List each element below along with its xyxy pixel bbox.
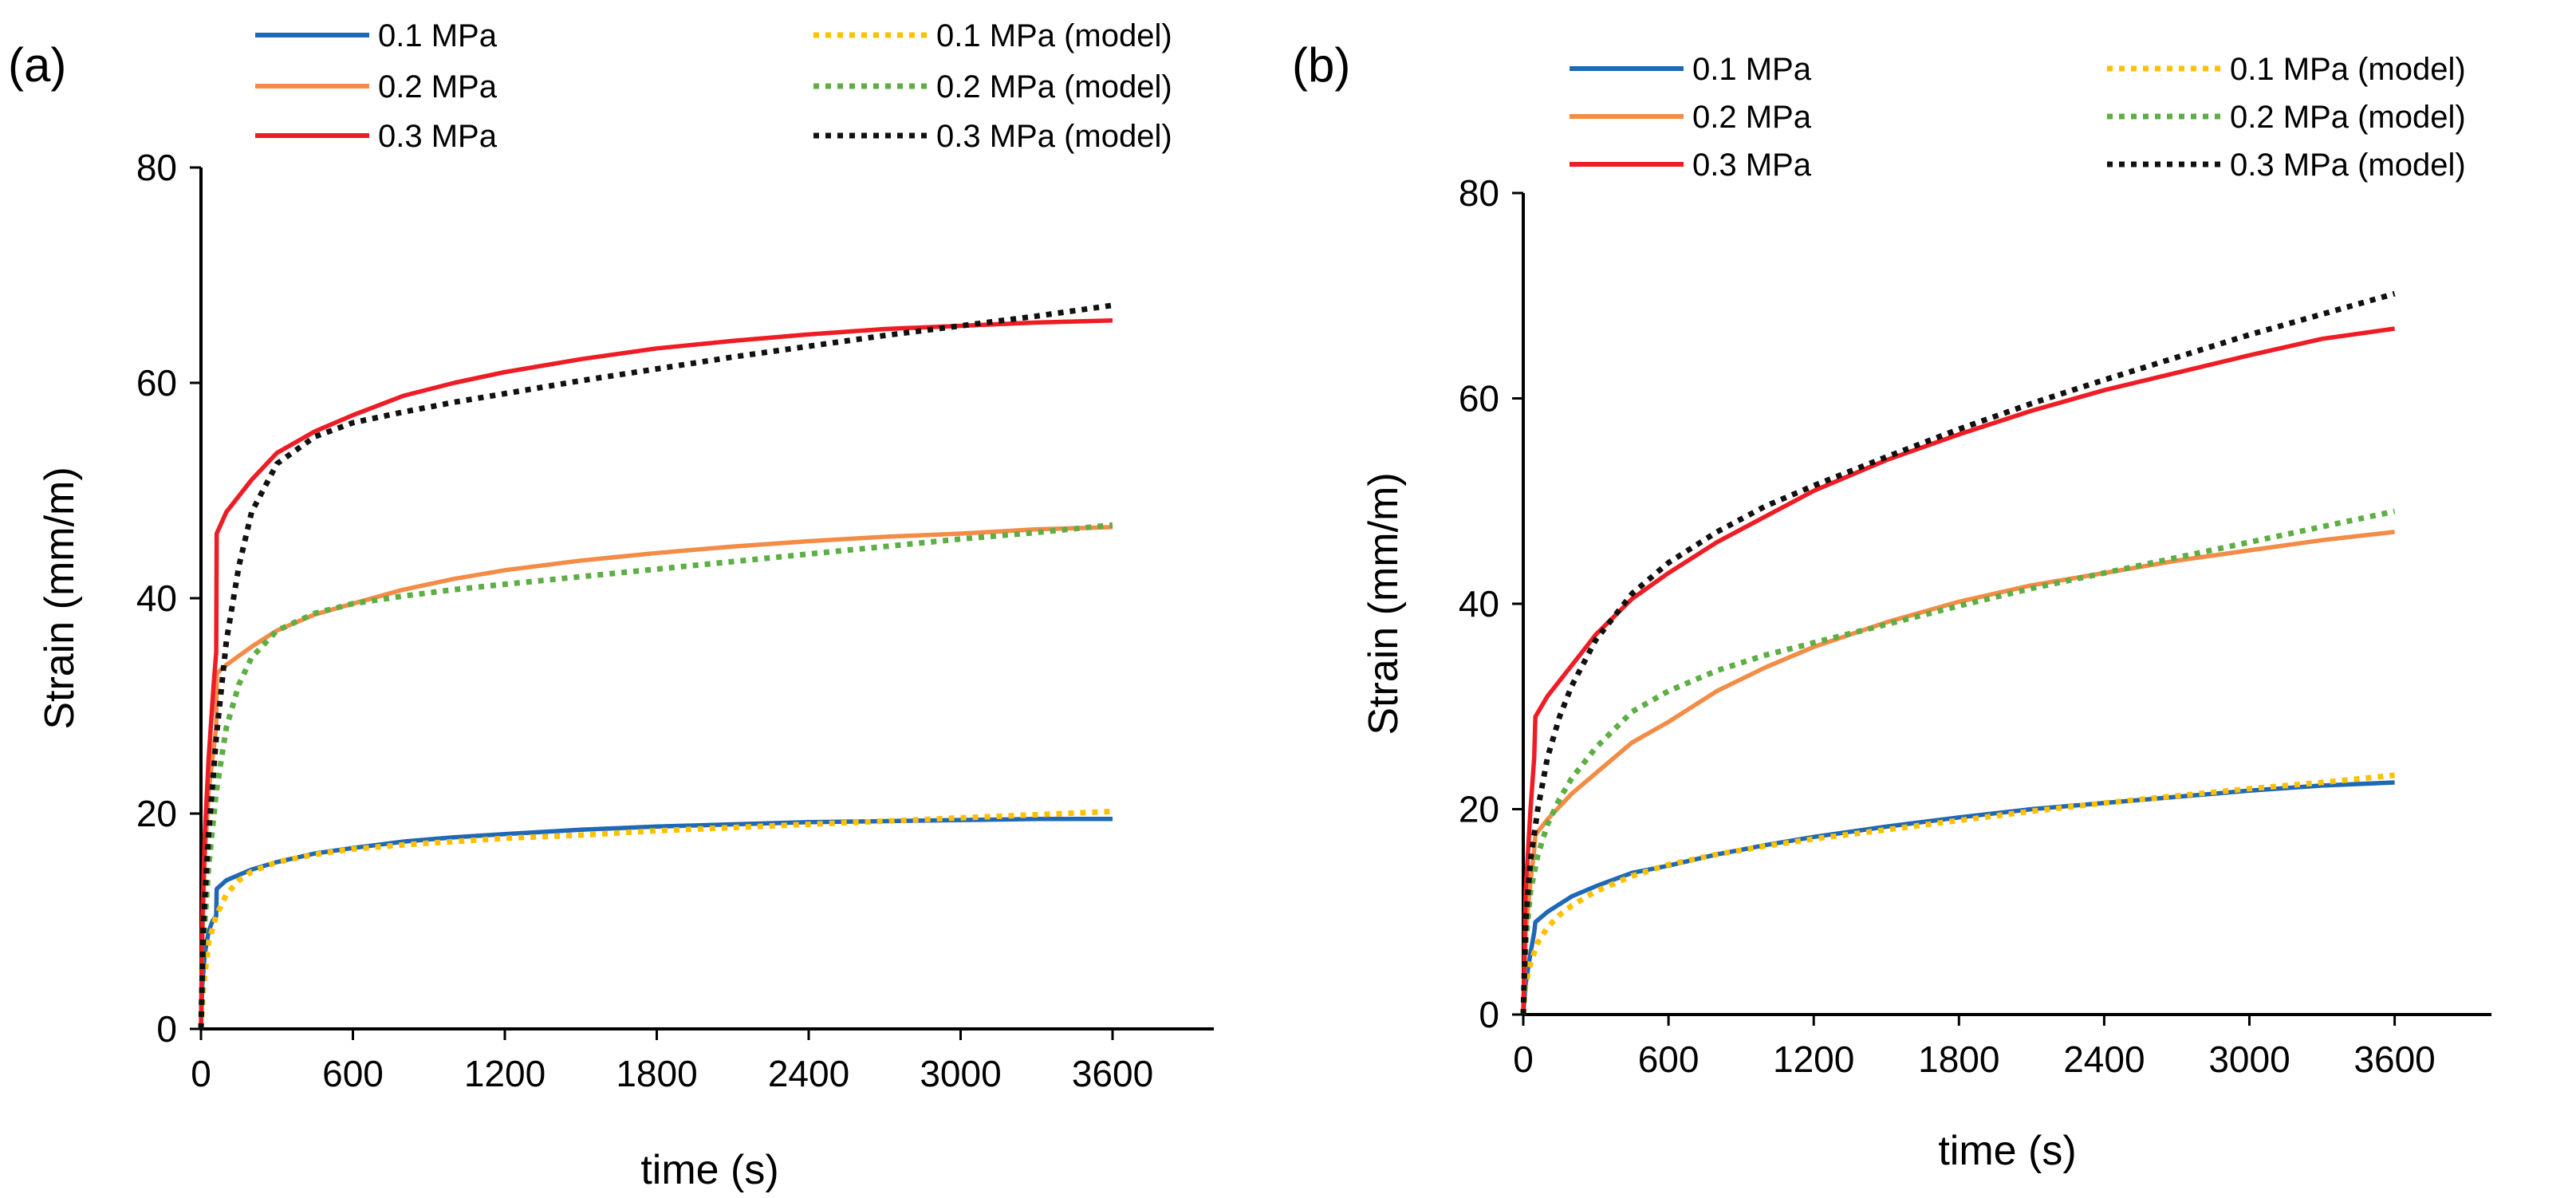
legend-item-b-2: 0.3 MPa [1570,148,1812,183]
legend-item-a-0: 0.1 MPa [255,18,498,53]
panel-b-x-tick-label-2: 1200 [1773,1038,1854,1080]
panel-b-y-tick-label-4: 80 [1459,172,1499,214]
panel-a-legend: 0.1 MPa 0.2 MPa 0.3 MPa 0.1 MPa (model) … [255,18,1172,154]
legend-label-a-4: 0.2 MPa (model) [936,69,1172,104]
panel-b-x-tick-label-6: 3600 [2353,1038,2435,1080]
legend-label-a-5: 0.3 MPa (model) [936,119,1172,154]
legend-item-a-2: 0.3 MPa [255,119,498,154]
panel-a-series-line-3 [198,808,1113,1030]
legend-item-a-1: 0.2 MPa [255,69,498,104]
panel-b-y-tick-label-2: 40 [1459,583,1499,625]
panel-b-series-line-4 [1520,508,2396,1015]
panel-b-plot-area [1520,290,2396,1015]
panel-a-y-tick-label-4: 80 [136,147,177,188]
panel-label-b: (b) [1292,38,1350,92]
legend-item-b-0: 0.1 MPa [1570,52,1812,87]
panel-a-y-axis-title: Strain (mm/m) [37,467,83,729]
panel-b-x-tick-label-3: 1800 [1918,1038,1999,1080]
panel-b-series-line-3 [1520,772,2395,1015]
panel-a-x-tick-label-6: 3600 [1072,1053,1153,1094]
legend-label-b-5: 0.3 MPa (model) [2230,148,2466,183]
panel-b-series-line-5 [1520,290,2396,1015]
panel-b-x-tick-label-4: 2400 [2063,1038,2145,1080]
panel-a-x-tick-label-5: 3000 [920,1053,1001,1094]
legend-label-a-0: 0.1 MPa [378,18,498,53]
panel-a-x-tick-label-3: 1800 [616,1053,697,1094]
panel-label-a: (a) [8,38,66,92]
panel-b-series-line-2 [1521,326,2395,1015]
panel-b-x-axis-title: time (s) [1938,1128,2076,1174]
legend-item-b-5: 0.3 MPa (model) [2107,148,2466,183]
legend-label-b-1: 0.2 MPa [1692,100,1812,135]
panel-a-series-line-5 [198,302,1113,1030]
panel-b-x-tick-label-0: 0 [1513,1038,1534,1080]
panel-b-y-tick-label-3: 60 [1459,378,1499,420]
legend-label-a-3: 0.1 MPa (model) [936,18,1172,53]
legend-item-a-4: 0.2 MPa (model) [813,69,1172,104]
legend-item-a-5: 0.3 MPa (model) [813,119,1172,154]
legend-label-b-2: 0.3 MPa [1692,148,1812,183]
panel-a-x-axis-title: time (s) [640,1147,778,1193]
panel-a: (a) 0.1 MPa 0.2 MPa 0.3 MPa 0.1 MPa (mod… [8,18,1214,1193]
panel-b-y-tick-label-1: 20 [1459,789,1499,830]
panel-a-x-tick-label-4: 2400 [768,1053,849,1094]
panel-b-ticks: 0 600 1200 1800 2400 3000 3600 0 20 40 60 80 [1459,172,2436,1080]
legend-label-b-0: 0.1 MPa [1692,52,1812,87]
panel-a-x-tick-label-2: 1200 [464,1053,546,1094]
panel-b-y-tick-label-0: 0 [1479,994,1499,1035]
panel-a-y-tick-label-3: 60 [136,362,177,404]
panel-a-y-tick-label-2: 40 [136,577,177,619]
panel-a-plot-area [198,302,1113,1030]
panel-a-x-tick-label-0: 0 [191,1053,211,1094]
legend-label-a-2: 0.3 MPa [378,119,498,154]
legend-label-b-4: 0.2 MPa (model) [2230,100,2466,135]
panel-a-ticks: 0 600 1200 1800 2400 3000 3600 0 20 40 60 80 [136,147,1153,1094]
panel-b-x-tick-label-1: 600 [1638,1038,1700,1080]
panel-b: (b) 0.1 MPa 0.2 MPa 0.3 MPa 0.1 MPa (mod… [1292,38,2491,1174]
panel-b-legend: 0.1 MPa 0.2 MPa 0.3 MPa 0.1 MPa (model) … [1570,52,2466,183]
legend-item-b-4: 0.2 MPa (model) [2107,100,2466,135]
panel-a-series-line-2 [199,317,1113,1030]
panel-a-y-tick-label-0: 0 [156,1008,177,1050]
panel-a-x-tick-label-1: 600 [322,1053,384,1094]
legend-item-a-3: 0.1 MPa (model) [813,18,1172,53]
legend-item-b-3: 0.1 MPa (model) [2107,52,2466,87]
legend-label-a-1: 0.2 MPa [378,69,498,104]
panel-b-x-tick-label-5: 3000 [2208,1038,2290,1080]
legend-item-b-1: 0.2 MPa [1570,100,1812,135]
legend-label-b-3: 0.1 MPa (model) [2230,52,2466,87]
panel-a-y-tick-label-1: 20 [136,793,177,834]
panel-b-y-axis-title: Strain (mm/m) [1361,472,1407,735]
